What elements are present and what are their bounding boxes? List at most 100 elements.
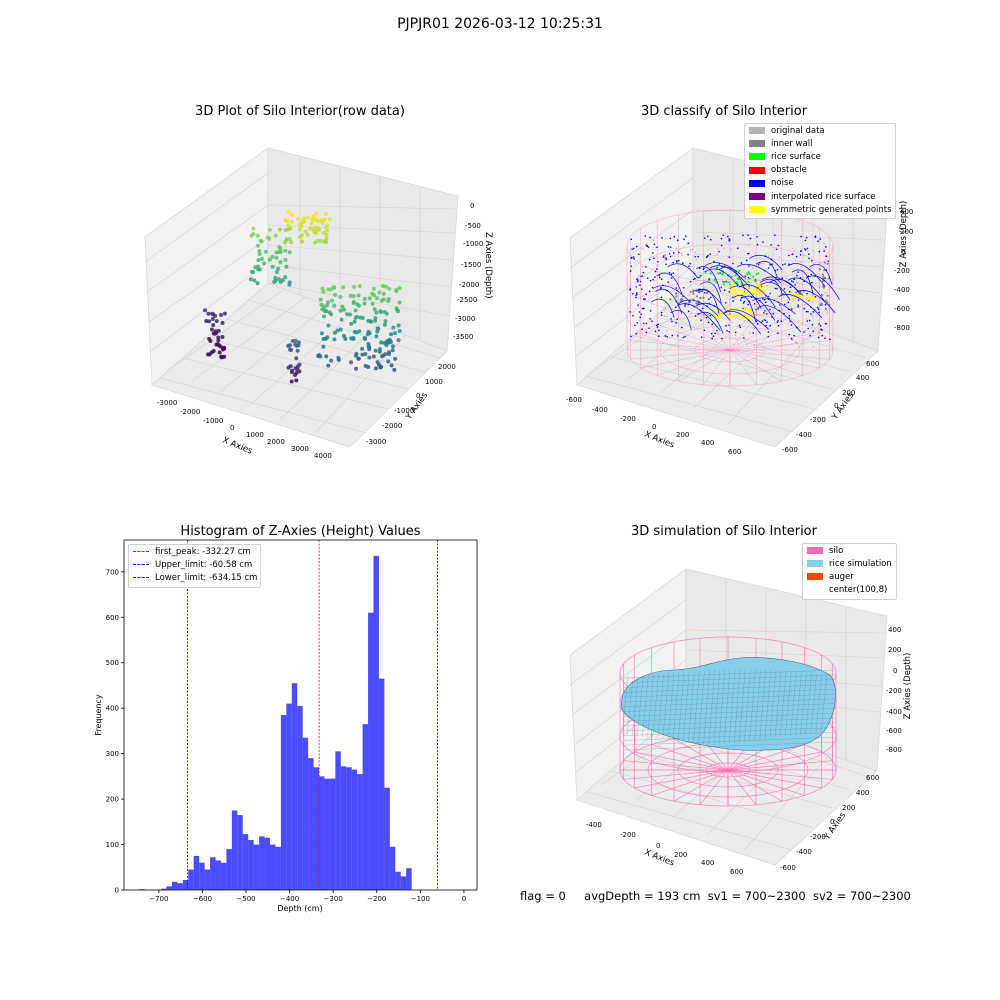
classified-point bbox=[747, 252, 750, 255]
classified-point bbox=[772, 312, 774, 315]
classified-point bbox=[818, 268, 822, 271]
classified-point bbox=[791, 291, 793, 293]
histogram-bar bbox=[139, 889, 145, 890]
classified-point bbox=[689, 280, 692, 283]
classified-point bbox=[678, 259, 680, 262]
panel2-legend-entry: original data bbox=[745, 124, 895, 137]
classified-point bbox=[653, 257, 655, 260]
raw-data-point bbox=[373, 348, 378, 353]
raw-data-point bbox=[379, 298, 384, 303]
classified-point bbox=[737, 277, 740, 281]
classified-point bbox=[709, 272, 712, 275]
raw-data-point bbox=[396, 338, 401, 343]
panel2-legend-swatch bbox=[749, 153, 765, 161]
classified-point bbox=[638, 311, 641, 313]
raw-data-point bbox=[270, 254, 275, 259]
histogram-bar bbox=[275, 846, 281, 890]
classified-point bbox=[698, 275, 702, 278]
silo-wire bbox=[678, 349, 731, 382]
classified-point bbox=[783, 288, 786, 290]
classified-point bbox=[637, 281, 639, 283]
mesh-line bbox=[623, 674, 836, 683]
raw-data-point bbox=[214, 319, 219, 324]
panel2-legend: original data inner wall rice surface obsta… bbox=[744, 123, 896, 219]
raw-data-point bbox=[288, 364, 293, 369]
panel2-ticks: -600 -400 -200 0 200 400 600 600 400 200… bbox=[566, 208, 913, 456]
classified-point bbox=[739, 299, 742, 301]
mesh-line bbox=[754, 669, 761, 741]
histogram-y-tick-label: 300 bbox=[106, 750, 119, 758]
classified-point bbox=[635, 292, 638, 294]
raw-data-point bbox=[273, 233, 278, 238]
noise-streak bbox=[695, 302, 731, 321]
histogram-bar bbox=[188, 869, 194, 890]
classified-point bbox=[710, 332, 713, 335]
histogram-x-tick-label: −200 bbox=[367, 895, 386, 903]
raw-data-point bbox=[377, 349, 382, 354]
noise-streak bbox=[705, 262, 746, 279]
raw-data-point bbox=[274, 250, 279, 255]
classified-point bbox=[803, 255, 805, 257]
raw-data-point bbox=[283, 218, 288, 223]
panel2-zlabel: Z Axies (Depth) bbox=[899, 201, 909, 268]
p2-x-tick: -400 bbox=[592, 406, 608, 414]
classified-point bbox=[730, 248, 732, 250]
raw-data-point bbox=[393, 356, 398, 361]
classified-point bbox=[797, 299, 800, 301]
raw-data-point bbox=[373, 318, 378, 323]
classified-point bbox=[812, 311, 815, 313]
classified-point bbox=[678, 251, 680, 254]
classified-point bbox=[758, 283, 762, 287]
classified-point bbox=[734, 313, 738, 316]
noise-streak bbox=[709, 265, 751, 288]
classified-point bbox=[722, 283, 725, 286]
mesh-line bbox=[632, 675, 639, 736]
raw-data-point bbox=[397, 329, 402, 334]
p4-y-tick: -400 bbox=[796, 848, 812, 856]
mesh-line bbox=[815, 674, 822, 734]
classified-point bbox=[799, 254, 802, 256]
classified-point bbox=[807, 297, 811, 301]
silo-wire bbox=[640, 349, 731, 369]
classified-point bbox=[729, 288, 733, 292]
raw-data-point bbox=[367, 331, 372, 336]
raw-data-point bbox=[333, 330, 338, 335]
raw-data-point bbox=[325, 300, 330, 305]
raw-data-point bbox=[382, 322, 387, 327]
histogram-bar bbox=[378, 678, 385, 890]
classified-point bbox=[725, 306, 728, 310]
classified-point bbox=[812, 330, 814, 333]
raw-data-point bbox=[326, 323, 331, 328]
classified-point bbox=[764, 301, 767, 304]
classified-point bbox=[753, 322, 755, 324]
classified-point bbox=[656, 326, 659, 328]
raw-data-point bbox=[378, 309, 383, 314]
classified-point bbox=[826, 259, 828, 262]
noise-streak bbox=[699, 281, 722, 304]
silo-wire bbox=[729, 349, 820, 369]
raw-data-point bbox=[216, 328, 221, 333]
classified-point bbox=[727, 235, 729, 238]
classified-point bbox=[645, 331, 648, 334]
classified-point bbox=[707, 321, 710, 324]
classified-point bbox=[717, 272, 720, 275]
histogram-x-tick-label: 0 bbox=[462, 895, 466, 903]
classified-point bbox=[803, 307, 805, 310]
mesh-line bbox=[785, 671, 792, 737]
classified-point bbox=[776, 268, 779, 271]
classified-point bbox=[673, 235, 676, 238]
classified-point bbox=[674, 292, 678, 295]
raw-data-point bbox=[386, 296, 391, 301]
classified-point bbox=[654, 330, 657, 333]
classified-point bbox=[797, 304, 799, 306]
classified-point bbox=[669, 246, 672, 248]
classified-point bbox=[718, 313, 722, 317]
classified-point bbox=[639, 316, 642, 319]
raw-data-point bbox=[215, 342, 220, 347]
raw-data-point bbox=[396, 309, 401, 314]
classified-point bbox=[807, 269, 810, 271]
classified-point bbox=[756, 290, 758, 292]
raw-data-point bbox=[293, 342, 298, 347]
raw-data-point bbox=[356, 293, 361, 298]
raw-data-point bbox=[276, 266, 281, 271]
